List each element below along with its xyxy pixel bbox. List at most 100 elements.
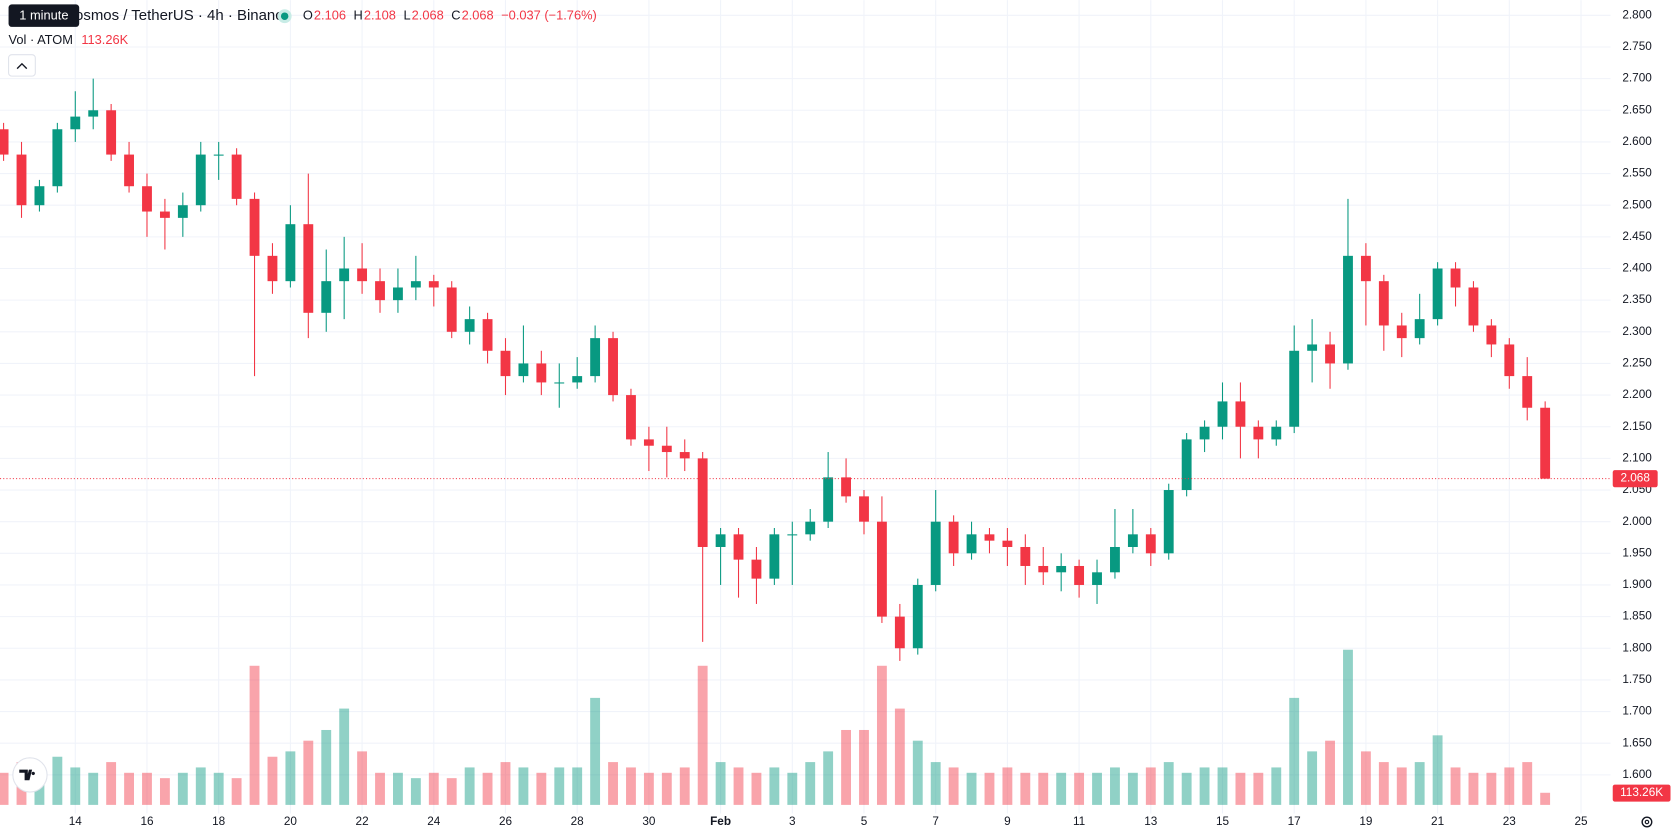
volume-bar [876,665,887,805]
candle-body [643,439,654,446]
candle-body [1378,281,1389,326]
volume-bar [984,772,995,805]
volume-bar [0,772,9,805]
volume-bar [70,767,81,805]
candle-body [626,395,636,440]
volume-value: 113.26K [81,32,128,47]
x-tick-label: 24 [427,815,441,828]
x-tick-label: 17 [1288,815,1301,828]
candle-body [894,616,905,649]
legend-key: L [403,8,410,23]
price-axis-bg [1610,0,1678,835]
volume-bar [142,772,152,805]
candle-body [1127,534,1138,547]
volume-bar [733,767,744,805]
volume-bar [1486,772,1497,805]
volume-bar [966,772,977,805]
legend-value: 2.106 [314,8,346,23]
candle-body [1002,540,1013,547]
volume-bar [1163,762,1174,805]
y-tick-label: 2.100 [1622,451,1652,464]
volume-bar [572,767,583,805]
y-tick-label: 2.300 [1622,325,1652,338]
y-tick-label: 1.750 [1622,673,1652,686]
volume-bar [1522,762,1533,805]
volume-bar [1002,767,1013,805]
candle-body [930,521,941,585]
y-tick-label: 2.600 [1622,135,1652,148]
candle-body [554,382,565,384]
volume-bar [769,767,780,805]
volume-bar [930,762,941,805]
volume-bar [177,772,188,805]
volume-bar [464,767,475,805]
y-tick-label: 2.750 [1622,40,1652,53]
candle-body [88,110,99,117]
volume-bar [52,756,63,805]
candle-body [733,534,744,560]
candle-body [177,205,188,218]
candle-body [823,477,834,522]
y-tick-label: 2.650 [1622,103,1652,116]
price-pane [0,78,1611,661]
volume-bar [231,778,242,805]
candle-body [1074,565,1085,585]
settings-button[interactable] [1641,816,1653,828]
volume-bar [249,665,260,805]
candle-body [1217,401,1228,427]
volume-bar [536,772,547,805]
volume-bar [1378,762,1389,805]
x-tick-label: 26 [499,815,513,828]
time-axis-bg [0,813,1678,835]
volume-bar [1414,762,1425,805]
candle-body [1360,255,1371,282]
tooltip: 1 minute [19,8,68,23]
volume-bar [1217,767,1228,805]
candle-body [1199,426,1210,440]
y-tick-label: 2.250 [1622,357,1652,370]
candle-body [1540,407,1551,479]
candle-body [572,376,583,383]
last-price-label: 2.068 [1620,472,1650,485]
logo[interactable] [12,757,48,793]
volume-bar [267,756,278,805]
candle-body [142,186,152,212]
candle-body [410,281,421,288]
volume-bar [1038,772,1049,805]
chart-title: Cosmos / TetherUS · 4h · Binance [64,7,291,24]
x-tick-label: 16 [140,815,154,828]
x-tick-label: 5 [861,815,868,828]
volume-bar [321,729,332,805]
y-tick-label: 1.850 [1622,610,1652,623]
candle-body [1235,401,1246,427]
candle-body [751,559,762,579]
volume-bar [1181,772,1192,805]
legend-key: C [451,8,460,23]
y-tick-label: 1.900 [1622,578,1652,591]
y-tick-label: 1.600 [1622,768,1652,781]
y-tick-label: 2.550 [1622,167,1652,180]
y-tick-label: 2.150 [1622,420,1652,433]
candle-body [769,534,780,579]
candle-body [1504,344,1515,377]
x-tick-label: 25 [1574,815,1588,828]
candle-body [590,338,601,377]
volume-bar [1145,767,1156,805]
volume-bar [894,708,905,805]
volume-bar [1396,767,1407,805]
x-tick-label: 18 [212,815,226,828]
candle-body [106,110,117,155]
collapse-button[interactable] [8,54,36,77]
x-tick-label: 13 [1144,815,1158,828]
candle-body [1414,319,1425,339]
volume-bar [303,740,314,805]
volume-bar [410,778,421,805]
x-tick-label: Feb [710,815,731,828]
candle-body [52,129,63,187]
candle-body [608,338,618,396]
x-tick-label: 14 [69,815,83,828]
volume-bar [195,767,206,805]
volume-bar [1110,767,1120,805]
y-tick-label: 2.400 [1622,262,1652,275]
volume-bar [679,767,690,805]
